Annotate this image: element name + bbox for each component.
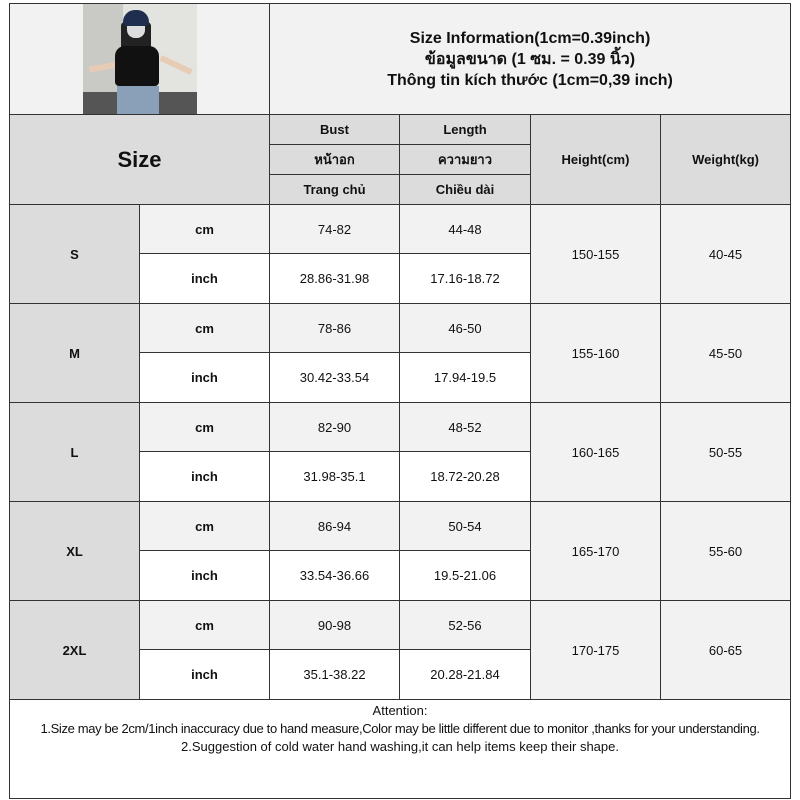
size-info-title: Size Information(1cm=0.39inch) ข้อมูลขนา… [268,3,792,115]
length-inch: 20.28-21.84 [399,649,531,700]
length-cm: 48-52 [399,402,531,452]
title-vietnamese: Thông tin kích thước (1cm=0,39 inch) [387,71,673,89]
size-header: Size [9,114,270,205]
bust-header-vi: Trang chủ [269,174,400,205]
height-value: 155-160 [530,303,661,403]
size-row-inch: inch 35.1-38.22 20.28-21.84 [10,649,791,700]
weight-value: 45-50 [659,303,792,403]
bust-header-th: หน้าอก [269,144,400,175]
height-value: 165-170 [530,501,661,601]
height-value: 150-155 [530,204,661,304]
height-value: 170-175 [530,600,661,700]
attention-heading: Attention: [372,703,428,718]
unit-cm: cm [139,501,270,551]
size-label: 2XL [9,600,140,700]
length-inch: 17.16-18.72 [399,253,531,304]
weight-header: Weight(kg) [659,114,792,205]
weight-value: 40-45 [659,204,792,304]
size-row-cm: XL cm 86-94 50-54 165-170 55-60 [9,501,792,601]
attention-line-1: 1.Size may be 2cm/1inch inaccuracy due t… [40,721,760,736]
length-inch: 19.5-21.06 [399,550,531,601]
size-row-inch: inch 31.98-35.1 18.72-20.28 [10,451,791,502]
bust-cm: 90-98 [269,600,400,650]
unit-cm: cm [139,600,270,650]
height-value: 160-165 [530,402,661,502]
size-row-inch: inch 28.86-31.98 17.16-18.72 [10,253,791,304]
bust-inch: 33.54-36.66 [269,550,400,601]
unit-inch: inch [139,451,270,502]
weight-value: 50-55 [659,402,792,502]
length-cm: 44-48 [399,204,531,254]
size-label: M [9,303,140,403]
height-header: Height(cm) [530,114,661,205]
length-header-en: Length [399,114,531,145]
size-row-cm: 2XL cm 90-98 52-56 170-175 60-65 [9,600,792,700]
attention-line-2: 2.Suggestion of cold water hand washing,… [181,739,619,754]
unit-cm: cm [139,402,270,452]
size-label: XL [9,501,140,601]
unit-inch: inch [139,550,270,601]
bust-cm: 82-90 [269,402,400,452]
size-label: L [9,402,140,502]
product-photo [82,4,197,114]
size-label: S [9,204,140,304]
bust-inch: 30.42-33.54 [269,352,400,403]
bust-inch: 31.98-35.1 [269,451,400,502]
size-chart-table: Size Information(1cm=0.39inch) ข้อมูลขนา… [8,3,792,799]
size-row-inch: inch 30.42-33.54 17.94-19.5 [10,352,791,403]
weight-value: 60-65 [659,600,792,700]
bust-cm: 86-94 [269,501,400,551]
bust-header-en: Bust [269,114,400,145]
length-header-vi: Chiều dài [399,174,531,205]
title-english: Size Information(1cm=0.39inch) [409,29,651,47]
length-cm: 52-56 [399,600,531,650]
unit-inch: inch [139,649,270,700]
length-cm: 46-50 [399,303,531,353]
weight-value: 55-60 [659,501,792,601]
bust-cm: 74-82 [269,204,400,254]
length-inch: 17.94-19.5 [399,352,531,403]
attention-note: Attention: 1.Size may be 2cm/1inch inacc… [8,699,792,799]
size-row-inch: inch 33.54-36.66 19.5-21.06 [10,550,791,601]
unit-cm: cm [139,303,270,353]
photo-cell [9,3,270,115]
bust-inch: 35.1-38.22 [269,649,400,700]
unit-inch: inch [139,253,270,304]
unit-cm: cm [139,204,270,254]
title-thai: ข้อมูลขนาด (1 ซม. = 0.39 นิ้ว) [424,50,636,68]
bust-inch: 28.86-31.98 [269,253,400,304]
length-header-th: ความยาว [399,144,531,175]
unit-inch: inch [139,352,270,403]
bust-cm: 78-86 [269,303,400,353]
length-cm: 50-54 [399,501,531,551]
length-inch: 18.72-20.28 [399,451,531,502]
